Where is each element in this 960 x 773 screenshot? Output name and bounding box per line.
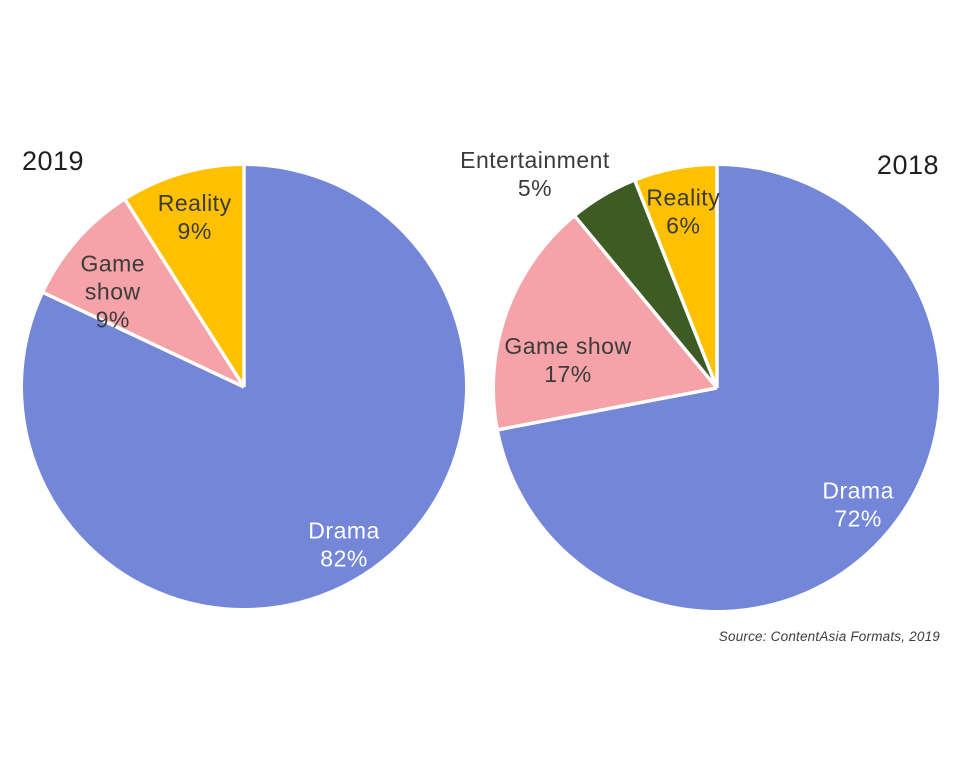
pie-2018-label-reality: Reality 6% (646, 184, 720, 238)
pie-2019-label-game-show: Game show 9% (80, 251, 145, 333)
pie-2018-label-drama: Drama 72% (822, 478, 894, 532)
pie-2018-label-entertainment: Entertainment 5% (460, 147, 610, 201)
chart-title-2019: 2019 (22, 146, 85, 176)
pie-2019-label-reality: Reality 9% (158, 190, 232, 244)
pie-2018-slice-divider (498, 386, 718, 432)
pie-2018-slice-drama (498, 166, 939, 611)
pie-2019-slice-game-show (44, 200, 245, 387)
pie-2018-slice-entertainment (575, 181, 717, 388)
pie-2019-slice-drama (23, 166, 466, 609)
pie-2018-label-game-show: Game show 17% (504, 333, 631, 387)
pie-2018-slice-divider (633, 180, 719, 389)
chart-title-2018: 2018 (876, 150, 939, 180)
pie-2019-slice-divider (124, 199, 246, 388)
pie-2018-slice-game-show (494, 216, 717, 430)
pie-2019-label-drama: Drama 82% (308, 518, 380, 572)
pie-chart-2018: Drama 72% Game show 17% Entertainment 5% Reali… (460, 147, 939, 611)
pie-2018-slice-divider (574, 215, 719, 390)
source-caption: Source: ContentAsia Formats, 2019 (718, 629, 940, 644)
pie-2019-slice-divider (43, 291, 245, 389)
pie-chart-2019: Drama 82% Game show 9%Reality 9% (23, 166, 466, 609)
pie-2019-slice-reality (125, 166, 244, 387)
